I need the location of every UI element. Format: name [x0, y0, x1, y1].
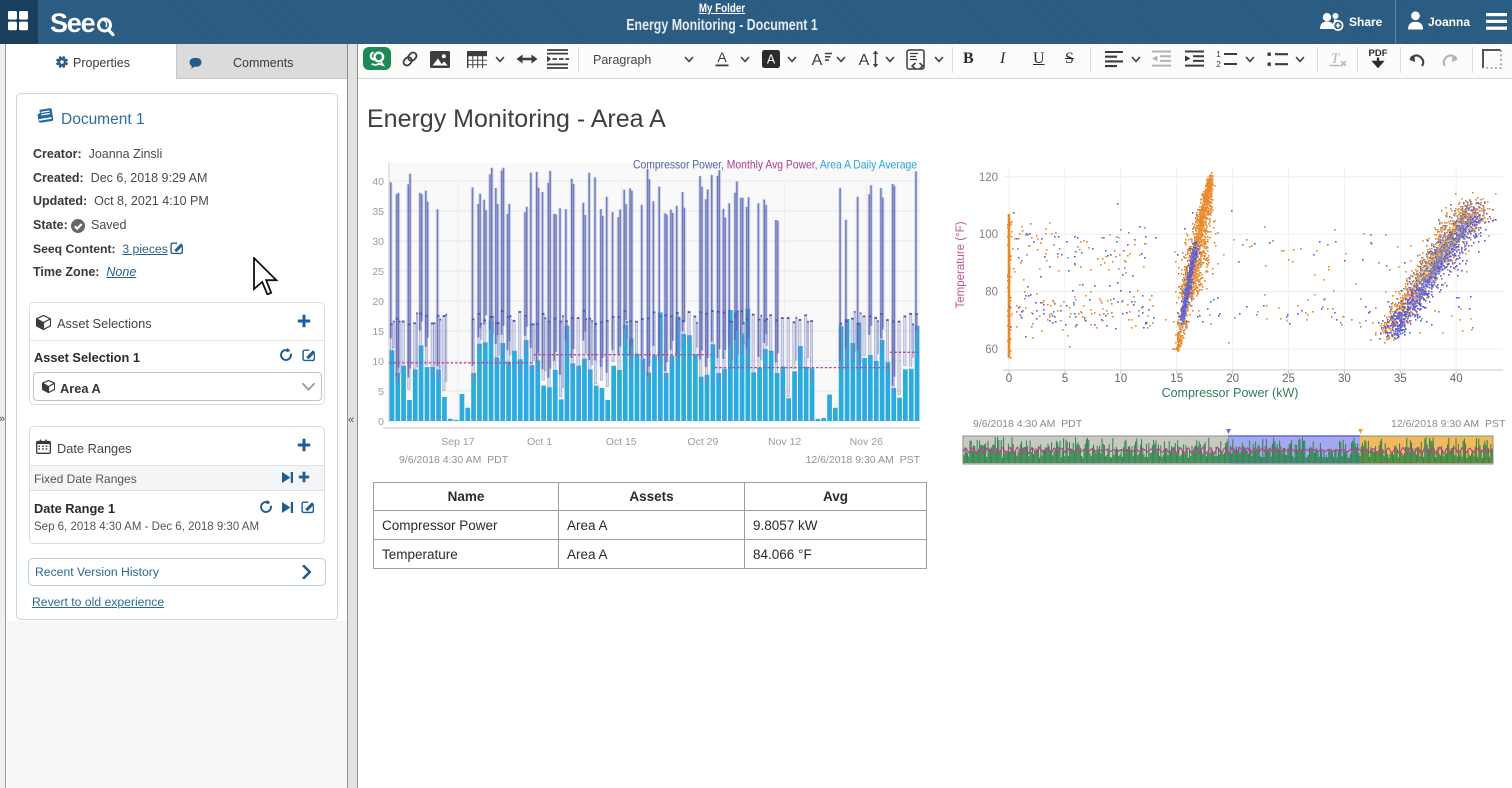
svg-text:PDF: PDF: [1369, 48, 1388, 59]
svg-text:15: 15: [372, 326, 384, 338]
svg-text:10: 10: [372, 356, 384, 368]
svg-text:See: See: [51, 8, 96, 38]
svg-text:5: 5: [378, 386, 384, 398]
svg-text:A: A: [859, 52, 870, 68]
svg-text:30: 30: [372, 236, 384, 248]
svg-text:35: 35: [372, 206, 384, 218]
svg-text:40: 40: [372, 176, 384, 188]
svg-text:A: A: [767, 53, 776, 67]
svg-text:100: 100: [979, 229, 998, 241]
svg-text:T: T: [1331, 51, 1341, 67]
svg-text:Nov 26: Nov 26: [850, 436, 883, 448]
svg-text:12/6/2018 9:30 AM PST: 12/6/2018 9:30 AM PST: [806, 454, 921, 466]
svg-text:0: 0: [378, 416, 384, 428]
svg-text:9/6/2018 4:30 AM PDT: 9/6/2018 4:30 AM PDT: [399, 454, 509, 466]
svg-text:25: 25: [1282, 373, 1295, 385]
svg-text:60: 60: [985, 344, 998, 356]
svg-text:A: A: [812, 52, 823, 68]
svg-text:25: 25: [372, 266, 384, 278]
svg-text:Sep 17: Sep 17: [441, 436, 474, 448]
svg-text:30: 30: [1338, 373, 1351, 385]
svg-text:10: 10: [1114, 373, 1127, 385]
svg-text:120: 120: [979, 172, 998, 184]
svg-text:A: A: [717, 50, 727, 65]
svg-text:15: 15: [1170, 373, 1183, 385]
svg-text:Compressor Power (kW): Compressor Power (kW): [1162, 386, 1299, 400]
svg-text:Oct 15: Oct 15: [606, 436, 637, 448]
svg-text:Compressor Power, Monthly Avg: Compressor Power, Monthly Avg Power, Are…: [633, 158, 917, 172]
svg-text:2: 2: [1216, 59, 1221, 68]
svg-text:Oct 29: Oct 29: [687, 436, 718, 448]
svg-text:1: 1: [1216, 50, 1221, 59]
svg-text:80: 80: [985, 287, 998, 299]
svg-text:40: 40: [1450, 373, 1463, 385]
svg-text:35: 35: [1394, 373, 1407, 385]
svg-text:0: 0: [1006, 373, 1012, 385]
svg-text:20: 20: [1226, 373, 1239, 385]
svg-text:Nov 12: Nov 12: [768, 436, 801, 448]
svg-text:Temperature (°F): Temperature (°F): [955, 221, 967, 308]
svg-text:20: 20: [372, 296, 384, 308]
svg-text:Oct 1: Oct 1: [527, 436, 552, 448]
svg-text:5: 5: [1062, 373, 1068, 385]
